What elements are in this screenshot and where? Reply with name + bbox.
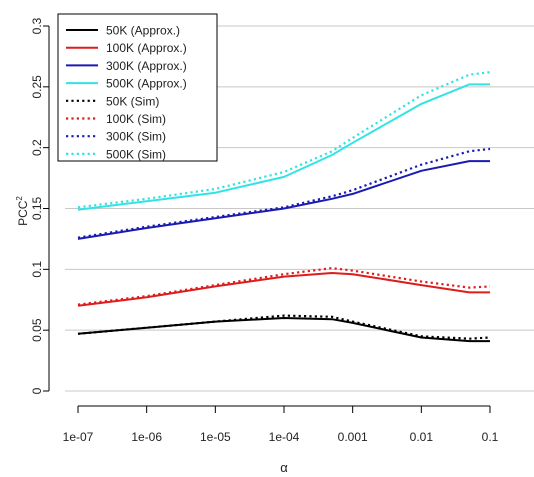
x-tick-label: 0.1 (482, 430, 499, 444)
x-axis: 1e-07 1e-06 1e-05 1e-04 0.001 0.01 0.1 (63, 405, 499, 444)
y-axis-label-text: PCC (16, 200, 30, 226)
y-tick-label: 0.05 (30, 318, 44, 342)
y-axis-label-superscript: 2 (15, 196, 24, 201)
series-line (77, 83, 490, 211)
legend-label: 50K (Sim) (106, 94, 159, 108)
y-tick-label: 0.1 (30, 261, 44, 278)
series-line (77, 267, 491, 306)
legend: 50K (Approx.) 100K (Approx.) 300K (Approx.… (57, 13, 218, 162)
x-tick-label: 0.01 (410, 430, 434, 444)
series-line (77, 314, 491, 340)
y-axis: 0 0.05 0.1 0.15 0.2 0.25 0.3 (30, 17, 50, 394)
series-line (77, 147, 491, 239)
legend-label: 50K (Approx.) (106, 24, 180, 38)
y-tick-label: 0 (30, 387, 44, 394)
series-line (77, 71, 491, 209)
legend-label: 300K (Approx.) (106, 59, 187, 73)
legend-label: 100K (Approx.) (106, 41, 187, 55)
legend-label: 100K (Sim) (106, 112, 166, 126)
x-tick-label: 1e-05 (200, 430, 231, 444)
series-line (77, 160, 490, 240)
series-line (77, 272, 490, 307)
x-tick-label: 1e-06 (131, 430, 162, 444)
x-axis-label: α (280, 460, 288, 475)
x-tick-label: 0.001 (338, 430, 368, 444)
y-tick-label: 0.25 (30, 75, 44, 99)
y-axis-label: PCC2 (15, 196, 30, 226)
y-tick-label: 0.3 (30, 17, 44, 34)
legend-box (57, 13, 218, 162)
y-tick-label: 0.2 (30, 139, 44, 156)
legend-label: 300K (Sim) (106, 130, 166, 144)
legend-label: 500K (Approx.) (106, 77, 187, 91)
series-lines (77, 71, 491, 343)
y-tick-label: 0.15 (30, 196, 44, 220)
legend-label: 500K (Sim) (106, 147, 166, 161)
x-tick-label: 1e-07 (63, 430, 94, 444)
x-tick-label: 1e-04 (269, 430, 300, 444)
